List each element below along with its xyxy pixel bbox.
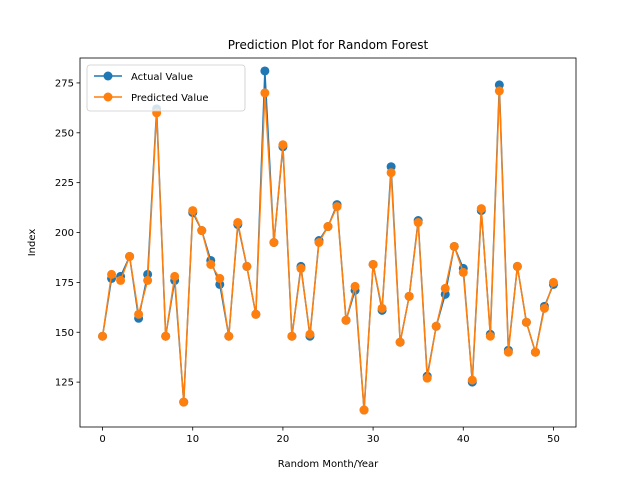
data-point-predicted	[188, 206, 198, 216]
y-tick-label: 175	[55, 278, 74, 289]
data-point-predicted	[287, 331, 297, 341]
data-point-predicted	[539, 303, 549, 313]
data-point-predicted	[512, 261, 522, 271]
plot-frame	[79, 57, 577, 428]
data-point-predicted	[368, 259, 378, 269]
data-point-predicted	[350, 281, 360, 291]
y-tick-label: 200	[55, 228, 74, 239]
data-point-predicted	[179, 397, 189, 407]
data-point-predicted	[269, 238, 279, 247]
data-point-predicted	[107, 269, 117, 279]
data-point-predicted	[386, 168, 396, 178]
data-point-predicted	[341, 315, 351, 325]
x-tick-label: 0	[99, 434, 105, 445]
legend: Actual Value Predicted Value	[86, 64, 246, 112]
x-axis-label: Random Month/Year	[278, 459, 379, 470]
x-tick-label: 20	[277, 434, 290, 445]
data-point-predicted	[377, 303, 387, 313]
data-point-predicted	[314, 238, 324, 247]
data-point-predicted	[206, 259, 216, 269]
data-point-predicted	[296, 263, 306, 273]
data-point-predicted	[143, 275, 153, 285]
y-axis-label: Index	[27, 229, 38, 257]
data-point-predicted	[323, 222, 333, 232]
y-tick-label: 225	[55, 178, 74, 189]
data-point-predicted	[134, 309, 144, 319]
data-point-actual	[260, 66, 270, 76]
data-point-predicted	[215, 273, 225, 283]
x-tick-label: 40	[457, 434, 470, 445]
data-point-predicted	[530, 347, 540, 357]
x-tick-label: 30	[367, 434, 380, 445]
data-point-predicted	[440, 283, 450, 293]
y-tick-label: 125	[55, 378, 74, 389]
x-tick-label: 50	[547, 434, 560, 445]
x-tick-label: 10	[186, 434, 199, 445]
data-point-predicted	[116, 275, 126, 285]
data-point-predicted	[422, 373, 432, 383]
data-point-predicted	[458, 267, 468, 277]
data-point-predicted	[125, 251, 135, 261]
data-point-predicted	[485, 331, 495, 341]
legend-box	[86, 64, 246, 112]
legend-marker-actual	[103, 71, 113, 81]
axis-ticks: 0 10 20 30 40 50 125 150 175 200 225 250 275	[55, 78, 560, 445]
series-predicted	[98, 86, 558, 415]
legend-label-predicted: Predicted Value	[131, 93, 209, 104]
data-point-predicted	[251, 309, 261, 319]
legend-marker-predicted	[103, 92, 113, 102]
data-point-predicted	[197, 226, 207, 236]
data-point-predicted	[431, 321, 441, 331]
y-tick-label: 250	[55, 128, 74, 139]
data-point-predicted	[305, 329, 315, 339]
data-point-predicted	[467, 375, 477, 385]
data-point-predicted	[278, 140, 288, 150]
series-layer	[98, 66, 558, 415]
data-point-predicted	[548, 277, 558, 287]
y-tick-label: 150	[55, 328, 74, 339]
data-point-predicted	[224, 331, 234, 341]
data-point-predicted	[260, 88, 270, 98]
data-point-predicted	[359, 405, 369, 415]
data-point-predicted	[503, 347, 513, 357]
data-point-predicted	[494, 86, 504, 96]
data-point-predicted	[161, 331, 171, 341]
data-point-predicted	[233, 218, 243, 228]
data-point-predicted	[332, 202, 342, 212]
data-point-predicted	[170, 271, 180, 281]
data-point-predicted	[98, 331, 108, 341]
data-point-predicted	[395, 337, 405, 347]
chart-title: Prediction Plot for Random Forest	[228, 38, 429, 52]
y-tick-label: 275	[55, 78, 74, 89]
data-point-predicted	[242, 261, 252, 271]
data-point-predicted	[521, 317, 531, 327]
legend-label-actual: Actual Value	[131, 72, 193, 83]
data-point-predicted	[476, 204, 486, 214]
data-point-predicted	[413, 218, 423, 228]
data-point-predicted	[404, 291, 414, 301]
data-point-predicted	[449, 241, 459, 251]
